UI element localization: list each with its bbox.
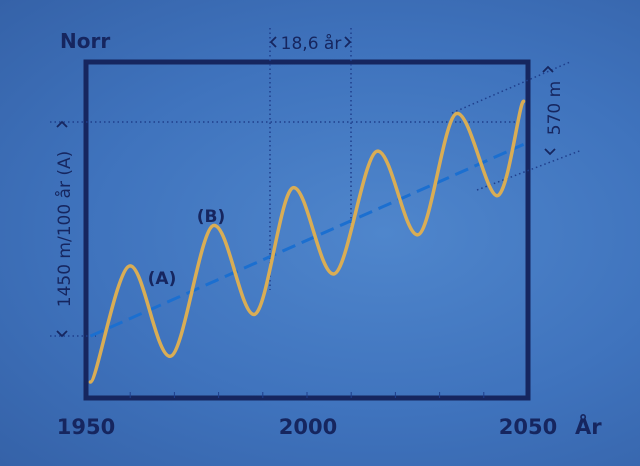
period-right-arrow [344,36,352,48]
rate-top-arrow [56,120,68,128]
amplitude-bottom-arrow [544,148,556,156]
amplitude-label: 570 m [545,81,565,135]
x-tick-2050: 2050 [499,415,557,439]
rate-bottom-arrow [56,330,68,338]
grid-ticks [129,392,485,398]
plot-frame [83,59,531,401]
guide-lines [50,28,583,337]
chart-title: Norr [60,29,110,53]
y-axis-label: 1450 m/100 år (A) [54,151,75,308]
trend-line [89,143,525,338]
amplitude-guide-bottom [476,149,583,191]
label-a: (A) [148,269,177,289]
x-axis-label: År [575,414,602,439]
period-label: 18,6 år [281,33,342,54]
dimension-marks [56,36,556,338]
label-b: (B) [197,207,226,227]
amplitude-top-arrow [542,65,554,73]
amplitude-guide-top [451,61,571,114]
x-tick-2000: 2000 [279,415,337,439]
x-tick-1950: 1950 [57,415,115,439]
period-left-arrow [269,36,277,48]
oscillation-curve [88,99,526,384]
